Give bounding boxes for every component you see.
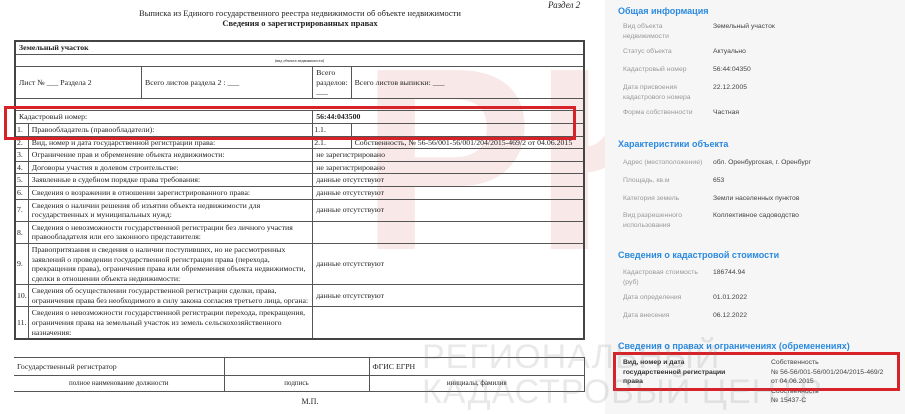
row-label: Сведения о невозможности государственной…: [27, 306, 314, 340]
sheets-in-section: Всего листов раздела 2 : ___: [141, 66, 314, 99]
row-number: 9.: [14, 242, 29, 286]
object-type: Земельный участок: [14, 40, 585, 55]
stamp-label: М.П.: [301, 397, 319, 406]
table-row: 9. Правопритязания и сведения о наличии п…: [14, 242, 585, 286]
value-line: № 56-56/001-56/001/204/2015-469/2: [771, 368, 884, 376]
info-panel: Общая информация Вид объекта недвижимост…: [605, 0, 905, 414]
extract-document: РКЦ Раздел 2 Выписка из Единого государс…: [4, 0, 883, 406]
row-label: Правопритязания и сведения о наличии пос…: [27, 242, 314, 286]
registrar-label: Государственный регистратор: [14, 357, 225, 376]
label: Статус объекта: [623, 48, 672, 55]
row-label: Ограничение прав и обременение объекта н…: [27, 148, 314, 162]
row-label: Сведения о наличии решения об изъятии об…: [27, 198, 314, 222]
row-label: Сведения о возражении в отношении зареги…: [27, 185, 314, 200]
label: Кадастровая стоимость (руб): [623, 269, 698, 286]
section-label: Раздел 2: [548, 0, 581, 10]
table-row: 6. Сведения о возражении в отношении заре…: [14, 185, 585, 200]
highlight-box: [613, 352, 900, 391]
cadastral-label: Кадастровый номер:: [14, 109, 314, 124]
total-sections: Всего разделов: ___: [312, 66, 352, 99]
row-label: Заявленные в судебном порядке права треб…: [27, 173, 314, 187]
rights-value: Собственность № 56-56/001-56/001/204/2015…: [771, 358, 883, 406]
table-row: 11. Сведения о невозможности государствен…: [14, 306, 585, 340]
value: 56:44:04350: [713, 66, 751, 73]
signature-caption: подпись: [224, 375, 370, 392]
value: Земли населенных пунктов: [713, 195, 800, 202]
value: Актуально: [713, 48, 746, 55]
table-row: 7. Сведения о наличии решения об изъятии …: [14, 198, 585, 222]
row-value: не зарегистрировано: [312, 148, 585, 162]
cadastral-value: 56:44:043500: [312, 109, 585, 124]
value: Коллективное садоводство: [713, 212, 799, 219]
system-label: ФГИС ЕГРН: [369, 357, 585, 376]
object-type-caption: (вид объекта недвижимости): [14, 53, 585, 68]
row-value: не зарегистрировано: [312, 160, 585, 175]
row-label: Сведения о невозможности государственной…: [27, 220, 314, 244]
value-line: № 15437-С: [771, 397, 807, 404]
rights-table: Земельный участок (вид объекта недвижимо…: [14, 40, 585, 341]
name-caption: инициалы, фамилия: [369, 375, 585, 392]
table-row: 8. Сведения о невозможности государственн…: [14, 220, 585, 244]
row-value: данные отсутствуют: [312, 284, 585, 308]
row-value: данные отсутствуют: [312, 242, 585, 286]
table-row: 5. Заявленные в судебном порядке права тр…: [14, 173, 585, 187]
label: Дата внесения: [623, 312, 670, 319]
rights-label: Вид, номер и дата государственной регист…: [623, 359, 726, 385]
value: 22.12.2005: [713, 84, 748, 91]
highlight-box: [4, 106, 576, 140]
row-value: данные отсутствуют: [312, 185, 585, 200]
value-line: от 04.06.2015: [771, 378, 814, 385]
row-number: 10.: [14, 284, 29, 308]
table-row: 3. Ограничение прав и обременение объекта…: [14, 148, 585, 162]
value-line: Собственность: [771, 359, 819, 366]
sheet-number: Лист № ___ Раздела 2: [14, 66, 143, 99]
row-number: 7.: [14, 198, 29, 222]
label: Вид разрешенного использования: [623, 212, 682, 229]
value: 653: [713, 177, 725, 184]
document-title: Выписка из Единого государственного реес…: [139, 8, 461, 18]
value-line: Собственность: [771, 387, 819, 395]
row-label: Сведения об осуществлении государственно…: [27, 284, 314, 308]
signature-table: Государственный регистратор ФГИС ЕГРН пол…: [14, 357, 585, 392]
row-number: 4.: [14, 160, 29, 175]
row-number: 8.: [14, 220, 29, 244]
table-row: 1. Правообладатель (правообладатели): 1.1.: [14, 122, 585, 137]
row-number: 3.: [14, 148, 29, 162]
label: Категория земель: [623, 195, 680, 202]
row-value: данные отсутствуют: [312, 198, 585, 222]
value: 01.01.2022: [713, 294, 748, 301]
label: Площадь, кв.м: [623, 177, 670, 184]
row-value: данные отсутствуют: [312, 173, 585, 187]
label: Кадастровый номер: [623, 66, 687, 73]
value: Земельный участок: [713, 23, 775, 30]
table-row: 4. Договоры участия в долевом строительст…: [14, 160, 585, 175]
row-number: 5.: [14, 173, 29, 187]
value: Частная: [713, 109, 740, 116]
label: Дата определения: [623, 294, 682, 301]
document-subtitle: Сведения о зарегистрированных правах: [222, 18, 378, 28]
row-number: 11.: [14, 306, 29, 340]
row-number: 6.: [14, 185, 29, 200]
total-sheets: Всего листов выписки: ___: [350, 66, 585, 99]
label: Форма собственности: [623, 109, 693, 116]
position-caption: полное наименование должности: [14, 375, 225, 392]
row-value: [312, 220, 585, 244]
general-heading: Общая информация: [618, 6, 709, 16]
cost-heading: Сведения о кадастровой стоимости: [618, 250, 780, 260]
label: Вид объекта недвижимости: [623, 23, 669, 40]
row-label: Договоры участия в долевом строительстве…: [27, 160, 314, 175]
row-value: [312, 306, 585, 340]
value: 06.12.2022: [713, 312, 748, 319]
label: Дата присвоения кадастрового номера: [623, 84, 691, 101]
characteristics-heading: Характеристики объекта: [618, 139, 729, 149]
value: обл. Оренбургская, г. Оренбург: [713, 159, 811, 166]
label: Адрес (местоположение): [623, 159, 703, 166]
table-row: 10. Сведения об осуществлении государстве…: [14, 284, 585, 308]
value: 186744.94: [713, 269, 746, 276]
rights-heading: Сведения о правах и ограничениях (обреме…: [618, 341, 850, 351]
